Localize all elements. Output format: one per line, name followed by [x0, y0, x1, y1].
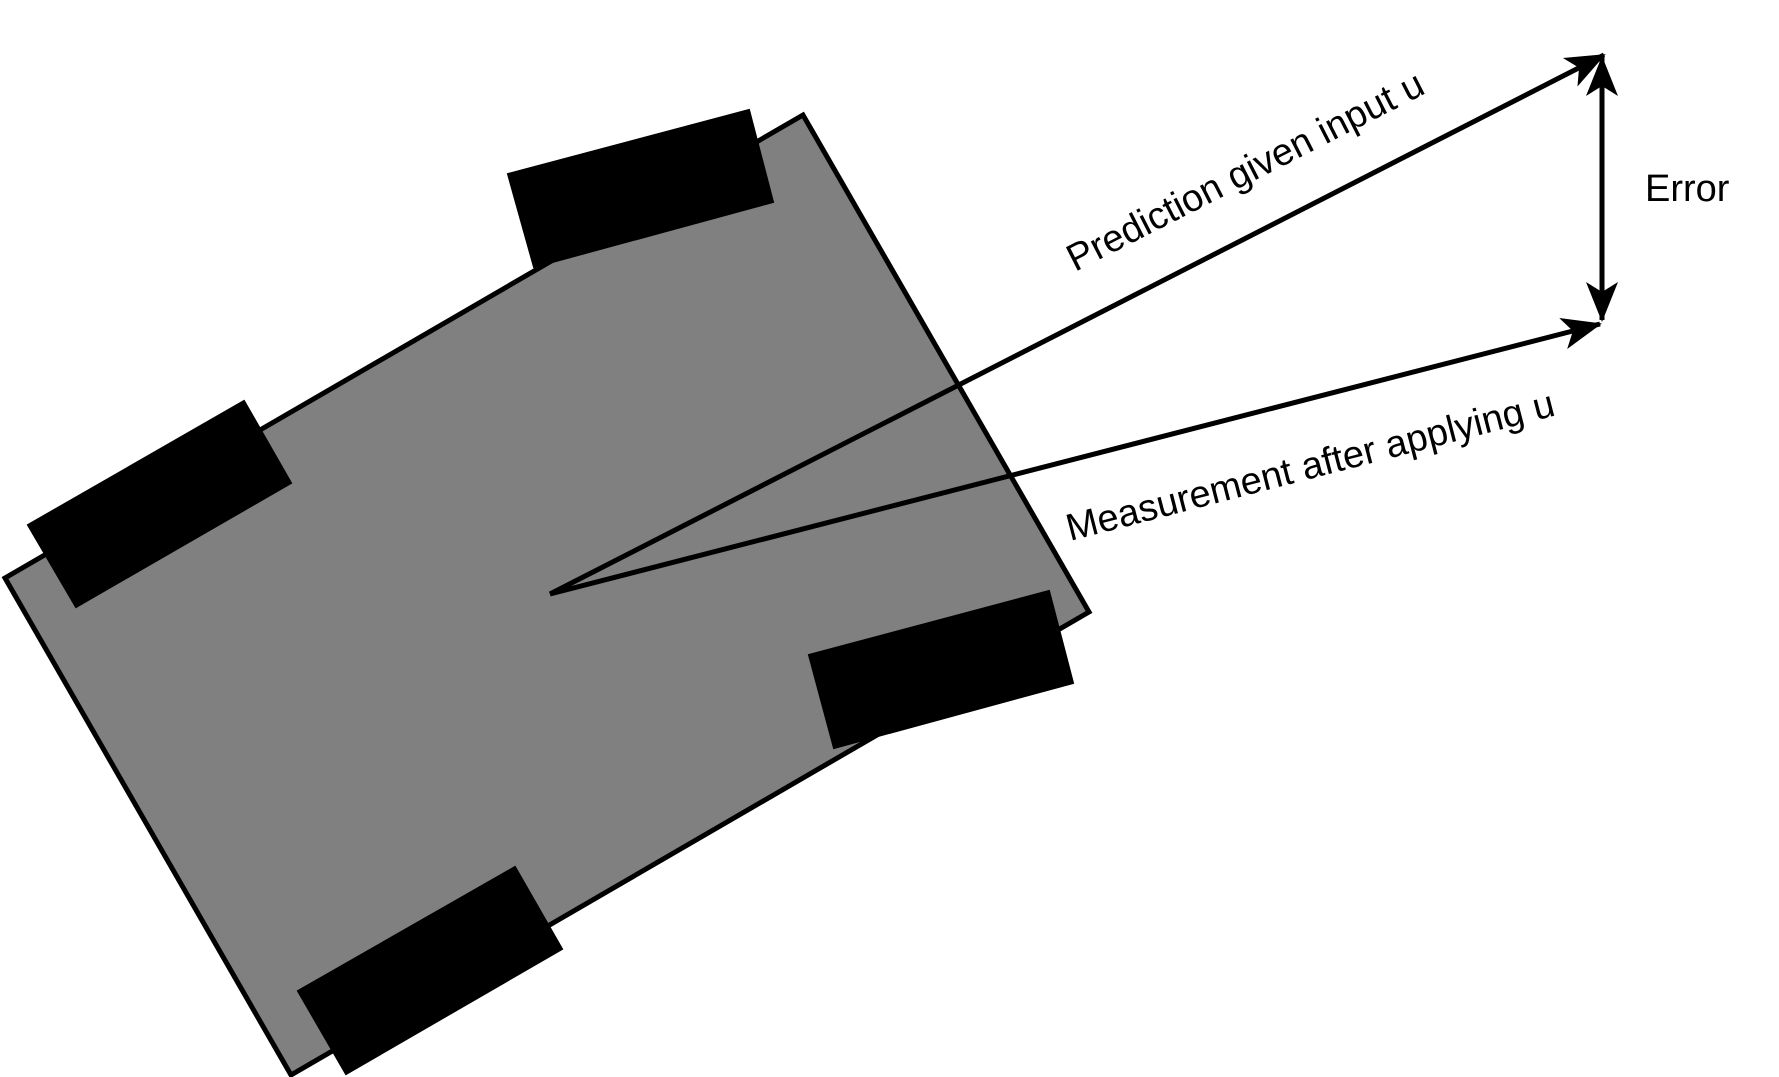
robot-chassis [1, 111, 1093, 1077]
wheel-top [506, 108, 775, 269]
wheel-right [807, 589, 1075, 750]
wheel-left [26, 399, 293, 609]
wheel-bottom [296, 865, 564, 1076]
prediction-arrow [548, 52, 1606, 597]
measurement-arrow [549, 317, 1602, 597]
error-label: Error [1645, 168, 1730, 210]
measurement-label: Measurement after applying u [1062, 383, 1559, 550]
